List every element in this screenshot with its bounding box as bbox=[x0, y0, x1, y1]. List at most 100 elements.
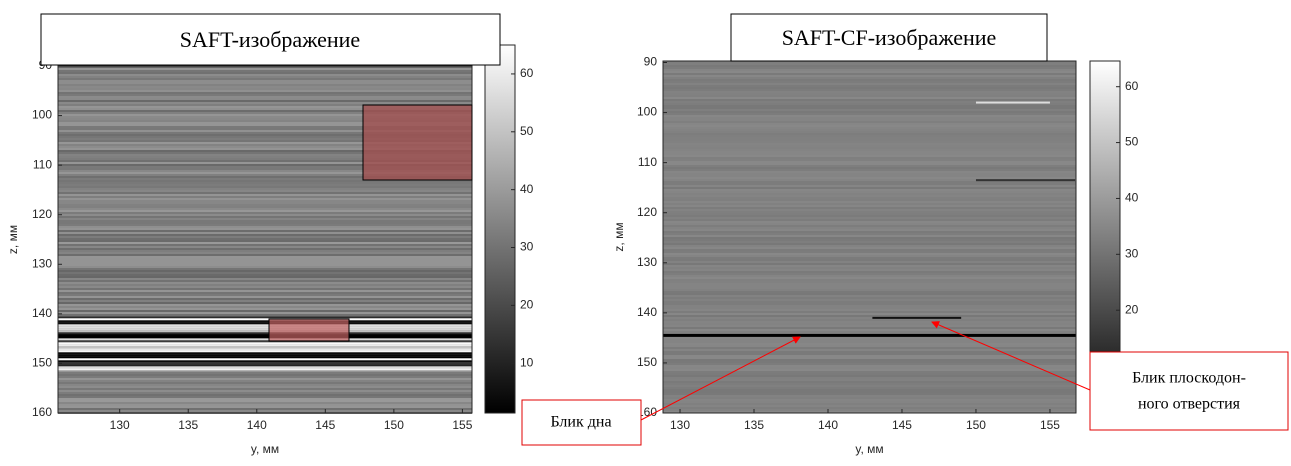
image-texture bbox=[58, 358, 472, 361]
x-tick-label: 130 bbox=[110, 418, 130, 432]
image-texture bbox=[663, 265, 1076, 267]
image-texture bbox=[58, 240, 472, 242]
image-texture bbox=[58, 326, 472, 329]
image-texture bbox=[663, 215, 1076, 217]
image-texture bbox=[58, 178, 472, 180]
image-texture bbox=[663, 199, 1076, 201]
image-texture bbox=[58, 206, 472, 208]
image-texture bbox=[663, 345, 1076, 347]
image-texture bbox=[58, 126, 472, 128]
image-texture bbox=[663, 295, 1076, 297]
image-texture bbox=[663, 321, 1076, 323]
image-texture bbox=[663, 365, 1076, 367]
image-texture bbox=[58, 394, 472, 396]
axes-frame bbox=[57, 65, 473, 414]
y-tick-label: 130 bbox=[32, 256, 52, 270]
image-texture bbox=[663, 315, 1076, 317]
image-texture bbox=[663, 123, 1076, 125]
image-texture bbox=[663, 109, 1076, 111]
image-texture bbox=[663, 251, 1076, 253]
x-tick-label: 140 bbox=[818, 418, 838, 432]
y-tick-label: 100 bbox=[637, 105, 657, 119]
image-texture bbox=[663, 283, 1076, 285]
image-texture bbox=[663, 305, 1076, 307]
colorbar-tick-label: 50 bbox=[1125, 135, 1139, 149]
annotation-arrow bbox=[640, 336, 801, 421]
image-texture bbox=[663, 233, 1076, 235]
image-texture bbox=[663, 241, 1076, 243]
image-texture bbox=[58, 200, 472, 202]
image-texture bbox=[663, 401, 1076, 403]
image-texture bbox=[663, 173, 1076, 175]
image-texture bbox=[58, 210, 472, 212]
image-texture bbox=[58, 88, 472, 90]
image-texture bbox=[58, 148, 472, 150]
image-texture bbox=[58, 258, 472, 260]
image-texture bbox=[663, 147, 1076, 149]
region-box bbox=[362, 104, 473, 181]
image-texture bbox=[58, 342, 472, 345]
image-texture bbox=[663, 75, 1076, 77]
image-texture bbox=[663, 135, 1076, 137]
image-texture bbox=[58, 180, 472, 182]
image-texture bbox=[58, 106, 472, 108]
image-texture bbox=[58, 368, 472, 371]
image-texture bbox=[58, 356, 472, 359]
image-texture bbox=[58, 392, 472, 394]
colorbar-tick-label: 40 bbox=[520, 182, 534, 196]
image-texture bbox=[663, 195, 1076, 197]
image-texture bbox=[58, 348, 472, 351]
image-texture bbox=[663, 297, 1076, 299]
image-texture bbox=[58, 76, 472, 78]
image-texture bbox=[58, 372, 472, 374]
y-tick-label: 110 bbox=[638, 155, 657, 169]
image-texture bbox=[663, 267, 1076, 269]
image-texture bbox=[58, 314, 472, 316]
image-texture bbox=[663, 369, 1076, 371]
image-texture bbox=[58, 118, 472, 120]
y-tick-label: 120 bbox=[637, 205, 657, 219]
image-texture bbox=[58, 344, 472, 347]
image-texture bbox=[58, 222, 472, 224]
x-tick-label: 150 bbox=[966, 418, 986, 432]
colorbar-tick-label: 60 bbox=[1125, 79, 1139, 93]
image-texture bbox=[663, 359, 1076, 361]
image-texture bbox=[58, 248, 472, 250]
image-texture bbox=[58, 204, 472, 206]
y-axis-label: z, мм bbox=[612, 222, 626, 251]
colorbar-tick-label: 50 bbox=[520, 124, 534, 138]
image-texture bbox=[58, 220, 472, 222]
colorbar bbox=[484, 44, 516, 414]
image-texture bbox=[663, 191, 1076, 193]
image-texture bbox=[58, 120, 472, 122]
colorbar-tick-label: 60 bbox=[520, 66, 534, 80]
image-texture bbox=[663, 337, 1076, 339]
image-texture bbox=[663, 277, 1076, 279]
image-texture bbox=[58, 350, 472, 353]
x-tick-label: 145 bbox=[892, 418, 912, 432]
image-texture bbox=[58, 364, 472, 367]
image-texture bbox=[58, 330, 472, 333]
x-tick-label: 140 bbox=[247, 418, 267, 432]
image-texture bbox=[663, 411, 1076, 413]
image-texture bbox=[663, 203, 1076, 205]
image-texture bbox=[58, 82, 472, 84]
title-box bbox=[730, 13, 1048, 62]
image-texture bbox=[58, 122, 472, 124]
image-texture bbox=[663, 303, 1076, 305]
chart-title: SAFT-CF-изображение bbox=[782, 25, 997, 50]
image-texture bbox=[663, 333, 1076, 337]
image-texture bbox=[663, 395, 1076, 397]
image-texture bbox=[663, 145, 1076, 147]
image-texture bbox=[58, 68, 472, 70]
image-texture bbox=[663, 239, 1076, 241]
image-texture bbox=[663, 375, 1076, 377]
image-texture bbox=[58, 102, 472, 104]
y-tick-label: 160 bbox=[637, 405, 657, 419]
image-texture bbox=[663, 181, 1076, 183]
image-texture bbox=[58, 152, 472, 154]
image-texture bbox=[58, 90, 472, 92]
image-texture bbox=[58, 94, 472, 96]
image-texture bbox=[58, 288, 472, 290]
